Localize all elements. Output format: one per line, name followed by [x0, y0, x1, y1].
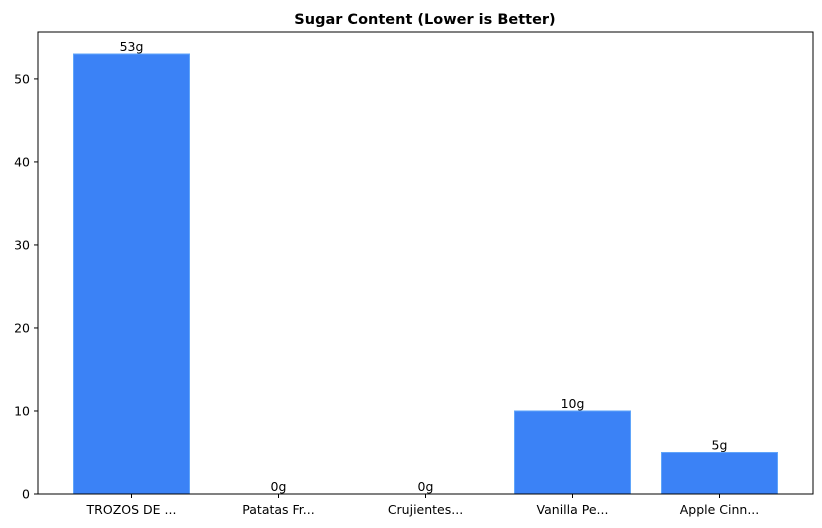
- y-tick-label: 50: [14, 71, 30, 86]
- bar: [514, 410, 631, 495]
- data-label: 0g: [418, 479, 434, 494]
- data-labels-group: 53g 0g 0g 10g 5g: [120, 39, 728, 494]
- x-tick-label: Patatas Fr...: [242, 502, 314, 517]
- bar: [661, 451, 778, 495]
- y-tick-label: 40: [14, 154, 30, 169]
- y-tick-label: 20: [14, 320, 30, 335]
- x-tick-label: Crujientes...: [388, 502, 463, 517]
- y-tick-label: 0: [22, 487, 30, 502]
- bar: [73, 53, 190, 495]
- x-tick-label: TROZOS DE ...: [86, 502, 177, 517]
- y-tick-label: 30: [14, 237, 30, 252]
- x-axis: TROZOS DE ... Patatas Fr... Crujientes... V…: [86, 494, 760, 517]
- y-axis: 0 10 20 30 40 50: [14, 71, 38, 502]
- chart-title: Sugar Content (Lower is Better): [294, 12, 555, 28]
- x-tick-label: Apple Cinn...: [680, 502, 760, 517]
- plot-frame: [37, 31, 814, 495]
- x-tick-label: Vanilla Pe...: [537, 502, 609, 517]
- data-label: 53g: [120, 39, 144, 54]
- data-label: 10g: [561, 396, 585, 411]
- y-tick-label: 10: [14, 403, 30, 418]
- bars-group: [73, 53, 778, 495]
- data-label: 0g: [271, 479, 287, 494]
- data-label: 5g: [712, 437, 728, 452]
